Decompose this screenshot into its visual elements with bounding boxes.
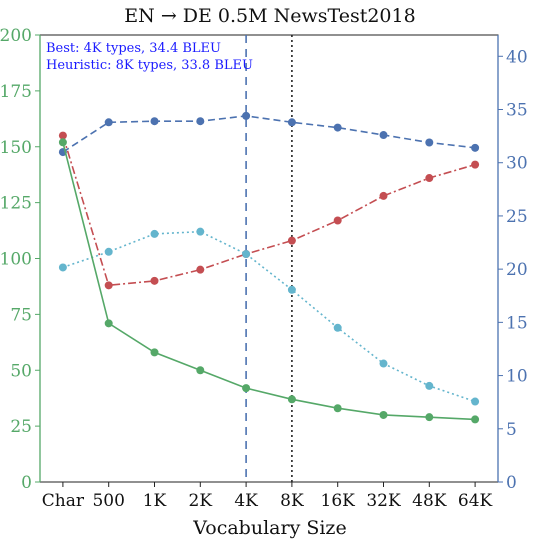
series-3-point — [242, 384, 251, 393]
x-tick-label: 48K — [412, 491, 447, 511]
series-0-point — [150, 117, 159, 126]
series-2-point — [379, 359, 388, 368]
series-1-point — [58, 131, 67, 140]
annotation-best: Best: 4K types, 34.4 BLEU — [46, 41, 221, 56]
series-0-point — [471, 143, 480, 152]
x-tick-label: 2K — [189, 491, 213, 511]
series-2-point — [196, 227, 205, 236]
right-y-tick-label: 0 — [506, 473, 517, 493]
right-y-tick-label: 35 — [506, 101, 528, 121]
x-tick-label: 4K — [234, 491, 258, 511]
series-2-point — [287, 285, 296, 294]
left-y-tick-label: 50 — [10, 361, 32, 381]
x-tick-label: Char — [42, 491, 85, 511]
left-y-tick-label: 200 — [0, 26, 32, 46]
series-3-point — [379, 410, 388, 419]
x-tick-label: 1K — [143, 491, 167, 511]
x-tick-label: 500 — [92, 491, 124, 511]
series-3-point — [196, 366, 205, 375]
series-2-point — [242, 250, 251, 259]
series-1-point — [471, 160, 480, 169]
x-tick-label: 64K — [458, 491, 493, 511]
series-3-point — [58, 138, 67, 147]
series-3-point — [471, 415, 480, 424]
series-line-1 — [62, 135, 476, 287]
series-1-point — [104, 281, 113, 290]
left-y-tick-label: 125 — [0, 194, 32, 214]
x-axis-label: Vocabulary Size — [192, 517, 346, 539]
series-0-point — [333, 123, 342, 132]
series-1-point — [333, 216, 342, 225]
series-0-point — [196, 117, 205, 126]
right-y-tick-label: 10 — [506, 367, 528, 387]
series-line-2 — [62, 230, 476, 403]
left-y-tick-label: 100 — [0, 250, 32, 270]
left-y-tick-label: 75 — [10, 305, 32, 325]
x-tick-label: 32K — [366, 491, 401, 511]
x-tick-label: 16K — [321, 491, 356, 511]
series-line-0 — [62, 115, 476, 153]
series-2-point — [425, 381, 434, 390]
series-1-point — [150, 276, 159, 285]
right-y-tick-label: 15 — [506, 313, 528, 333]
series-3-point — [333, 404, 342, 413]
series-2-point — [150, 229, 159, 238]
series-3-point — [425, 413, 434, 422]
series-3-point — [150, 348, 159, 357]
series-3-point — [287, 395, 296, 404]
series-0-point — [425, 138, 434, 147]
series-2-point — [104, 247, 113, 256]
right-y-tick-label: 40 — [506, 47, 528, 67]
series-2-point — [471, 397, 480, 406]
right-y-tick-label: 25 — [506, 207, 528, 227]
series-1-point — [196, 265, 205, 274]
series-1-point — [379, 191, 388, 200]
series-3-point — [104, 319, 113, 328]
left-y-tick-label: 25 — [10, 417, 32, 437]
right-y-tick-label: 30 — [506, 154, 528, 174]
left-y-tick-label: 150 — [0, 138, 32, 158]
chart-title: EN → DE 0.5M NewsTest2018 — [124, 5, 415, 27]
left-y-tick-label: 0 — [21, 473, 32, 493]
series-0-point — [287, 118, 296, 127]
series-1-point — [425, 174, 434, 183]
right-y-tick-label: 5 — [506, 420, 517, 440]
x-tick-label: 8K — [280, 491, 304, 511]
annotation-heuristic: Heuristic: 8K types, 33.8 BLEU — [46, 58, 253, 73]
right-y-tick-label: 20 — [506, 260, 528, 280]
series-0-point — [379, 131, 388, 140]
series-2-point — [333, 323, 342, 332]
series-1-point — [287, 236, 296, 245]
left-y-tick-label: 175 — [0, 82, 32, 102]
series-line-3 — [62, 142, 476, 421]
series-0-point — [242, 111, 251, 120]
series-0-point — [104, 118, 113, 127]
series-2-point — [58, 263, 67, 272]
